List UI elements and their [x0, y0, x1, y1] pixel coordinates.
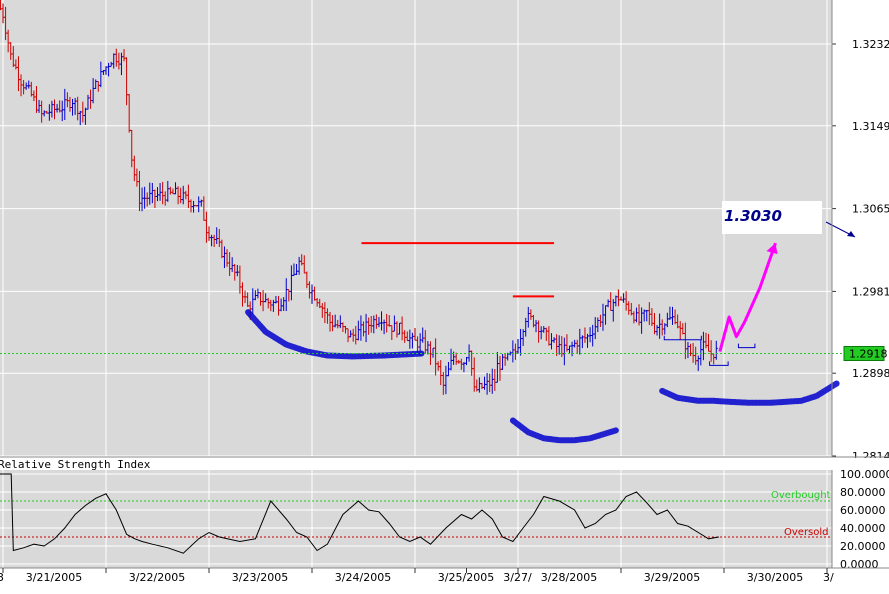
price-grid: [0, 0, 832, 457]
date-label: 3/29/2005: [644, 571, 700, 584]
pattern-brackets: [663, 335, 756, 366]
date-label: 3/: [823, 571, 834, 584]
overbought-label: Overbought: [771, 490, 831, 501]
bracket: [663, 335, 702, 341]
arrow-icon: [847, 231, 855, 237]
date-label: 3/30/2005: [747, 571, 803, 584]
rsi-panel: [0, 470, 832, 568]
current-price-badge: [843, 345, 885, 361]
price-tick-label: 1.3065: [852, 203, 889, 216]
date-axis: 3 3/21/2005 3/22/2005 3/23/2005 3/24/2005 3/2…: [0, 568, 834, 584]
resistance-lines: [361, 242, 555, 298]
date-label: 3/21/2005: [26, 571, 82, 584]
current-price-label: 1.2918: [849, 347, 888, 360]
candlesticks: [0, 0, 718, 395]
hand-arc: [509, 417, 619, 444]
projection-path: [718, 242, 777, 352]
date-label: 3: [0, 571, 4, 584]
target-label-box: [722, 201, 822, 234]
price-panel: [0, 0, 832, 457]
bracket: [709, 361, 729, 366]
rsi-tick-label: 0.0000: [840, 558, 879, 571]
oversold-label: Oversold: [784, 527, 829, 538]
date-label: 3/23/2005: [232, 571, 288, 584]
date-label: 3/22/2005: [129, 571, 185, 584]
rsi-tick-label: 60.0000: [840, 504, 886, 517]
rsi-tick-label: 40.0000: [840, 522, 886, 535]
projection-arrowhead: [766, 243, 778, 255]
candle: [714, 340, 718, 360]
rsi-tick-label: 100.0000: [840, 468, 889, 481]
price-tick-label: 1.3232: [852, 38, 889, 51]
rsi-axis: 100.0000 80.0000 60.0000 40.0000 20.0000 0.00…: [840, 468, 889, 571]
date-label: 3/25/2005: [438, 571, 494, 584]
rsi-grid: [0, 470, 832, 568]
rsi-tick-label: 80.0000: [840, 486, 886, 499]
price-tick-label: 1.3149: [852, 120, 889, 133]
price-tick-label: 1.2981: [852, 285, 889, 298]
date-label: 3/27/: [503, 571, 532, 584]
rsi-title: Relative Strength Index: [0, 458, 151, 471]
date-label: 3/24/2005: [335, 571, 391, 584]
rsi-title-bar: [0, 458, 889, 470]
hand-arc: [659, 380, 841, 406]
rsi-line: [0, 473, 719, 554]
rsi-tick-label: 20.0000: [840, 540, 886, 553]
price-tick-label: 1.2898: [852, 367, 889, 380]
date-label: 3/28/2005: [541, 571, 597, 584]
target-label: 1.3030: [724, 207, 782, 225]
bracket: [737, 343, 756, 349]
